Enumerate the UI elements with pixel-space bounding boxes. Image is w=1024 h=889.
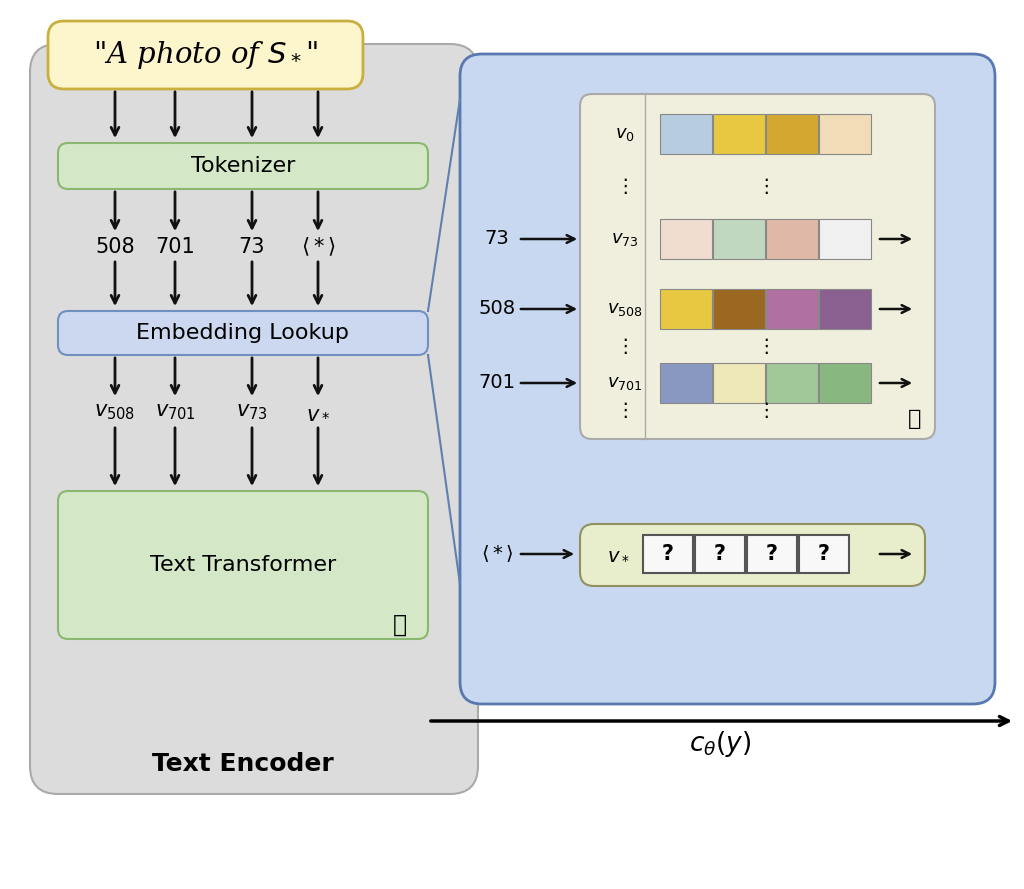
Bar — [819, 289, 871, 329]
Bar — [819, 114, 871, 154]
Bar — [660, 363, 712, 403]
Text: 73: 73 — [239, 237, 265, 257]
Text: ⋮: ⋮ — [757, 337, 776, 356]
Text: $v_{73}$: $v_{73}$ — [237, 402, 268, 422]
Text: $\langle*\rangle$: $\langle*\rangle$ — [480, 543, 513, 565]
Text: ⋮: ⋮ — [615, 177, 635, 196]
Bar — [695, 535, 745, 573]
Bar — [713, 289, 765, 329]
Bar — [766, 289, 818, 329]
Text: 701: 701 — [155, 237, 195, 257]
Bar — [660, 219, 712, 259]
Text: $\langle*\rangle$: $\langle*\rangle$ — [300, 236, 336, 258]
Text: 508: 508 — [95, 237, 135, 257]
Bar — [660, 289, 712, 329]
Text: $v_{508}$: $v_{508}$ — [607, 300, 643, 318]
Text: Text Encoder: Text Encoder — [153, 752, 334, 776]
FancyBboxPatch shape — [580, 94, 935, 439]
Bar — [660, 114, 712, 154]
FancyBboxPatch shape — [48, 21, 362, 89]
Text: $c_\theta(y)$: $c_\theta(y)$ — [689, 729, 752, 759]
Text: "A photo of $S_*$": "A photo of $S_*$" — [93, 39, 317, 71]
FancyBboxPatch shape — [58, 311, 428, 355]
Text: ⋮: ⋮ — [757, 402, 776, 420]
Text: $v_{701}$: $v_{701}$ — [155, 402, 196, 422]
Bar — [799, 535, 849, 573]
Bar — [643, 535, 693, 573]
Bar — [766, 219, 818, 259]
FancyBboxPatch shape — [580, 524, 925, 586]
FancyBboxPatch shape — [460, 54, 995, 704]
Bar — [819, 219, 871, 259]
Text: ?: ? — [818, 544, 830, 564]
Text: $v_{701}$: $v_{701}$ — [607, 374, 643, 392]
Text: ?: ? — [714, 544, 726, 564]
Bar — [746, 535, 797, 573]
Text: ⋮: ⋮ — [615, 337, 635, 356]
Text: ?: ? — [766, 544, 778, 564]
Bar — [713, 363, 765, 403]
Text: $v_{73}$: $v_{73}$ — [611, 230, 639, 248]
Bar — [766, 114, 818, 154]
FancyBboxPatch shape — [58, 143, 428, 189]
Bar — [819, 363, 871, 403]
Text: Text Transformer: Text Transformer — [150, 555, 336, 575]
Text: 73: 73 — [484, 229, 509, 249]
Text: Tokenizer: Tokenizer — [190, 156, 295, 176]
FancyBboxPatch shape — [30, 44, 478, 794]
FancyBboxPatch shape — [58, 491, 428, 639]
Text: $v_*$: $v_*$ — [606, 544, 630, 564]
Text: $v_{508}$: $v_{508}$ — [94, 402, 135, 422]
Text: 🔒: 🔒 — [393, 613, 408, 637]
Text: 701: 701 — [478, 373, 515, 393]
Text: ⋮: ⋮ — [615, 402, 635, 420]
Text: $v_0$: $v_0$ — [615, 125, 635, 143]
Text: ⋮: ⋮ — [757, 177, 776, 196]
Text: 508: 508 — [478, 300, 515, 318]
Bar — [713, 114, 765, 154]
Text: ?: ? — [662, 544, 674, 564]
Bar — [766, 363, 818, 403]
Text: Embedding Lookup: Embedding Lookup — [136, 323, 349, 343]
Bar — [713, 219, 765, 259]
Text: $v_*$: $v_*$ — [306, 402, 330, 422]
Text: 🔒: 🔒 — [908, 409, 922, 429]
